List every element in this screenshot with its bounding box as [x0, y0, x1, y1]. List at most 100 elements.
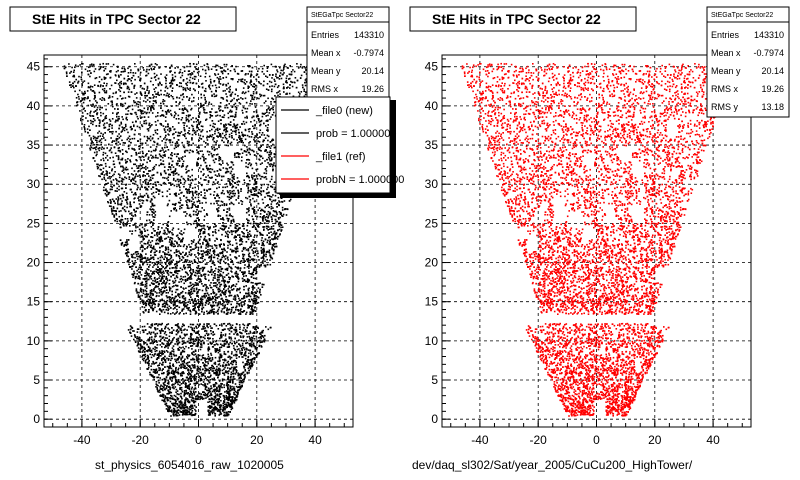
hit-point: [210, 68, 213, 70]
hit-point: [190, 413, 192, 416]
hit-point: [208, 227, 210, 229]
hit-point: [244, 79, 246, 81]
hit-point: [289, 77, 291, 80]
hit-point: [265, 88, 268, 90]
hit-point: [247, 208, 249, 210]
hit-point: [190, 253, 193, 255]
hit-point: [198, 396, 201, 398]
hit-point: [210, 282, 212, 284]
hit-point: [188, 79, 191, 82]
hit-point: [154, 181, 156, 184]
hit-point: [129, 212, 132, 215]
hit-point: [151, 124, 153, 126]
hit-point: [235, 89, 237, 91]
hit-point: [265, 115, 267, 117]
hit-point: [255, 88, 257, 90]
hit-point: [258, 82, 261, 84]
hit-point: [265, 326, 267, 328]
hit-point: [228, 300, 231, 302]
hit-point: [231, 307, 233, 309]
hit-point: [193, 393, 196, 396]
hit-point: [250, 266, 252, 268]
hit-point: [101, 88, 104, 91]
hit-point: [148, 239, 150, 242]
hit-point: [191, 292, 194, 295]
hit-point: [181, 240, 183, 243]
hit-point: [111, 186, 113, 188]
hit-point: [193, 307, 196, 310]
hit-point: [157, 137, 160, 140]
hit-point: [121, 200, 123, 202]
hit-point: [178, 132, 180, 134]
hit-point: [166, 398, 169, 401]
hit-point: [100, 148, 103, 150]
hit-point: [216, 114, 219, 117]
hit-point: [87, 97, 89, 99]
hit-point: [157, 324, 159, 327]
hit-point: [234, 125, 237, 128]
hit-point: [251, 176, 254, 179]
hit-point: [97, 132, 99, 134]
hit-point: [167, 248, 170, 250]
hit-point: [164, 231, 166, 234]
hit-point: [178, 301, 181, 304]
hit-point: [144, 92, 146, 95]
hit-point: [196, 338, 198, 341]
hit-point: [158, 350, 161, 353]
hit-point: [263, 183, 265, 186]
hit-point: [202, 255, 204, 257]
hit-point: [149, 258, 151, 260]
hit-point: [187, 307, 190, 310]
hit-point: [117, 180, 120, 183]
hit-point: [108, 205, 111, 207]
hit-point: [164, 290, 166, 292]
hit-point: [142, 284, 144, 286]
hit-point: [162, 114, 165, 116]
hit-point: [225, 124, 227, 126]
hit-point: [166, 340, 169, 343]
hit-point: [270, 207, 273, 210]
hit-point: [150, 254, 152, 257]
hit-point: [156, 349, 158, 352]
hit-point: [235, 65, 237, 68]
hit-point: [148, 331, 151, 333]
hit-point: [246, 148, 249, 151]
hit-point: [188, 97, 191, 99]
hit-point: [110, 181, 113, 184]
hit-point: [193, 132, 196, 134]
hit-point: [247, 238, 250, 241]
hit-point: [190, 182, 193, 184]
hit-point: [198, 267, 201, 270]
left-title: StE Hits in TPC Sector 22: [32, 11, 201, 27]
hit-point: [203, 295, 205, 297]
hit-point: [204, 235, 207, 238]
hit-point: [195, 377, 197, 380]
hit-point: [221, 378, 224, 380]
hit-point: [140, 339, 143, 341]
hit-point: [148, 278, 150, 281]
hit-point: [105, 117, 108, 119]
hit-point: [241, 381, 244, 384]
hit-point: [151, 214, 153, 216]
hit-point: [103, 76, 106, 79]
hit-point: [222, 219, 225, 221]
hit-point: [279, 93, 281, 95]
hit-point: [128, 178, 131, 180]
hit-point: [257, 140, 260, 142]
hit-point: [194, 247, 197, 249]
hit-point: [155, 184, 157, 187]
hit-point: [264, 219, 267, 221]
hit-point: [195, 302, 198, 305]
hit-point: [219, 262, 222, 265]
hit-point: [153, 290, 155, 292]
hit-point: [152, 149, 155, 152]
hit-point: [222, 372, 224, 374]
hit-point: [236, 99, 238, 102]
hit-point: [110, 205, 112, 208]
hit-point: [235, 124, 238, 127]
hit-point: [143, 120, 145, 122]
hit-point: [242, 335, 244, 337]
hit-point: [271, 234, 273, 236]
hit-point: [248, 352, 250, 355]
hit-point: [149, 264, 151, 266]
